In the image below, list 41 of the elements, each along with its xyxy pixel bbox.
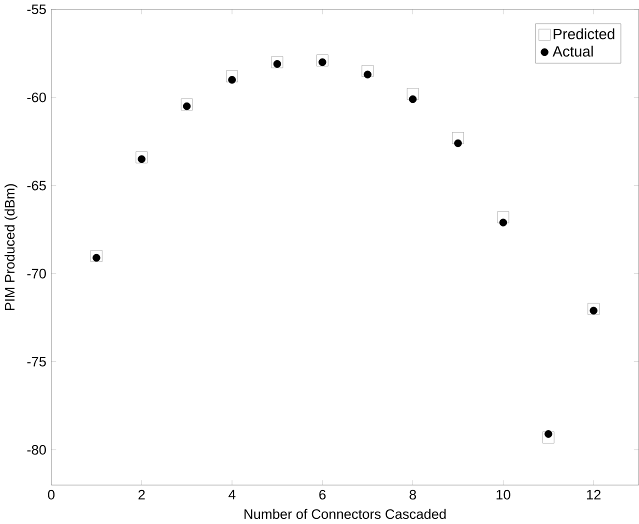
point [92, 254, 100, 262]
point [454, 140, 462, 148]
x-tick-label: 0 [48, 490, 55, 500]
point [590, 306, 598, 315]
point [499, 218, 508, 227]
x-tick-label: 10 [496, 490, 510, 500]
point [588, 303, 600, 316]
point [228, 76, 236, 84]
point [406, 88, 419, 100]
x-axis-title: Number of Connectors Cascaded [244, 509, 446, 520]
y-tick-label: -75 [27, 357, 46, 367]
point [318, 58, 326, 66]
point [497, 212, 510, 224]
legend-label: Actual [552, 46, 593, 57]
legend-label: Predicted [554, 28, 614, 40]
point [364, 70, 372, 79]
point [542, 432, 554, 444]
point [226, 70, 238, 82]
point [362, 65, 374, 78]
y-tick-label: -55 [27, 4, 46, 14]
x-tick-label: 2 [138, 490, 145, 500]
y-tick-label: -60 [27, 92, 46, 103]
y-tick-label: -65 [27, 180, 46, 191]
y-tick-label: -70 [27, 269, 46, 279]
x-tick-label: 6 [319, 490, 326, 500]
y-axis-title: PIM Produced (dBm) [4, 184, 18, 310]
point [452, 132, 464, 144]
point [544, 430, 552, 438]
y-tick-label: -80 [27, 445, 46, 455]
x-tick-label: 8 [410, 490, 416, 500]
point [316, 54, 328, 67]
point [273, 60, 282, 68]
point [182, 102, 191, 110]
x-tick-label: 4 [228, 490, 236, 500]
x-tick-label: 12 [587, 490, 601, 500]
point [180, 98, 193, 111]
point [90, 250, 102, 262]
point [408, 96, 417, 104]
point [271, 56, 284, 68]
point [138, 155, 146, 164]
point [136, 152, 148, 164]
